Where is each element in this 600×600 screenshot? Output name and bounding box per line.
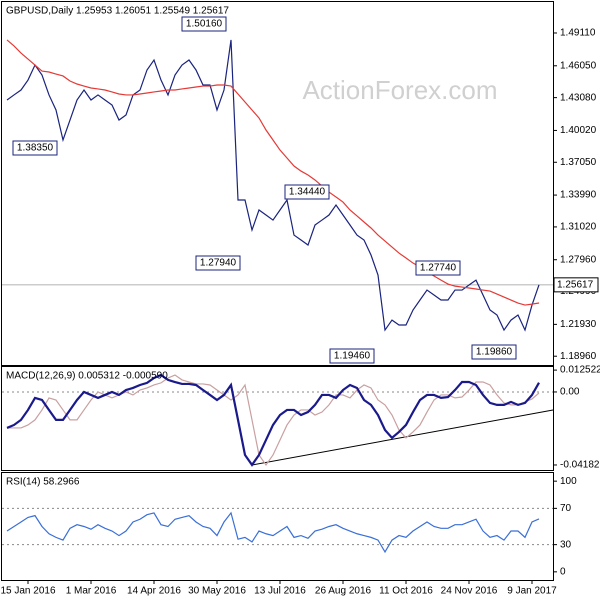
y-tick-label: 30 <box>560 539 572 550</box>
series-line <box>6 39 540 332</box>
x-tick-label: 1 Mar 2016 <box>66 586 117 597</box>
x-tick-label: 24 Nov 2016 <box>441 586 498 597</box>
y-tick-label: 0.012522 <box>560 365 600 376</box>
y-tick-label: 1.40020 <box>560 125 597 136</box>
y-tick-label: 1.21930 <box>560 319 597 330</box>
last-price-tag <box>553 277 599 293</box>
annotation-label: 1.27940 <box>200 258 237 269</box>
annotation-box <box>284 184 330 200</box>
y-tick-label: 1.37050 <box>560 157 597 168</box>
pane-title: RSI(14) 58.2966 <box>6 477 80 488</box>
trend-line <box>251 409 554 466</box>
y-tick-label: 1.43080 <box>560 92 597 103</box>
y-tick-label: 1.49110 <box>560 28 596 39</box>
annotation-label: 1.50160 <box>186 19 223 30</box>
annotation-box <box>181 16 227 32</box>
y-tick-label: 1.46050 <box>560 60 597 71</box>
pane-title: GBPUSD,Daily 1.25953 1.26051 1.25549 1.2… <box>6 6 229 17</box>
y-tick-label: 1.18960 <box>560 351 597 362</box>
annotation-box <box>415 260 461 276</box>
x-tick-label: 15 Jan 2016 <box>0 586 55 597</box>
annotation-label: 1.38350 <box>17 143 54 154</box>
annotation-box <box>12 140 58 156</box>
y-tick-label: 70 <box>560 503 572 514</box>
last-price-label: 1.25617 <box>557 279 594 290</box>
series-line <box>6 511 540 554</box>
annotation-box <box>195 255 241 271</box>
x-tick-label: 14 Apr 2016 <box>127 586 181 597</box>
annotation-box <box>471 344 517 360</box>
x-tick-label: 30 May 2016 <box>188 586 246 597</box>
y-tick-label: 1.31020 <box>560 222 597 233</box>
macd-pane <box>1 366 554 471</box>
y-tick-label: 0 <box>560 566 566 577</box>
y-tick-label: 0.00 <box>560 387 580 398</box>
annotation-label: 1.34440 <box>289 187 326 198</box>
series-line <box>6 373 540 467</box>
pane-title: MACD(12,26,9) 0.005312 -0.000590 <box>6 371 168 382</box>
annotation-label: 1.19860 <box>476 347 513 358</box>
rsi-pane <box>1 472 554 581</box>
y-tick-label: 100 <box>560 476 577 487</box>
x-tick-label: 26 Aug 2016 <box>315 586 372 597</box>
x-tick-label: 9 Jan 2017 <box>507 586 557 597</box>
y-tick-label: -0.041823 <box>560 460 600 471</box>
annotation-label: 1.27740 <box>420 263 457 274</box>
annotation-label: 1.19460 <box>334 351 371 362</box>
annotation-box <box>329 348 375 364</box>
price-pane <box>1 1 554 366</box>
series-line <box>6 39 540 306</box>
watermark: ActionForex.com <box>302 75 497 105</box>
y-tick-label: 1.33990 <box>560 190 597 201</box>
x-tick-label: 11 Oct 2016 <box>379 586 433 597</box>
y-tick-label: 1.27960 <box>560 254 597 265</box>
x-tick-label: 13 Jul 2016 <box>254 586 306 597</box>
